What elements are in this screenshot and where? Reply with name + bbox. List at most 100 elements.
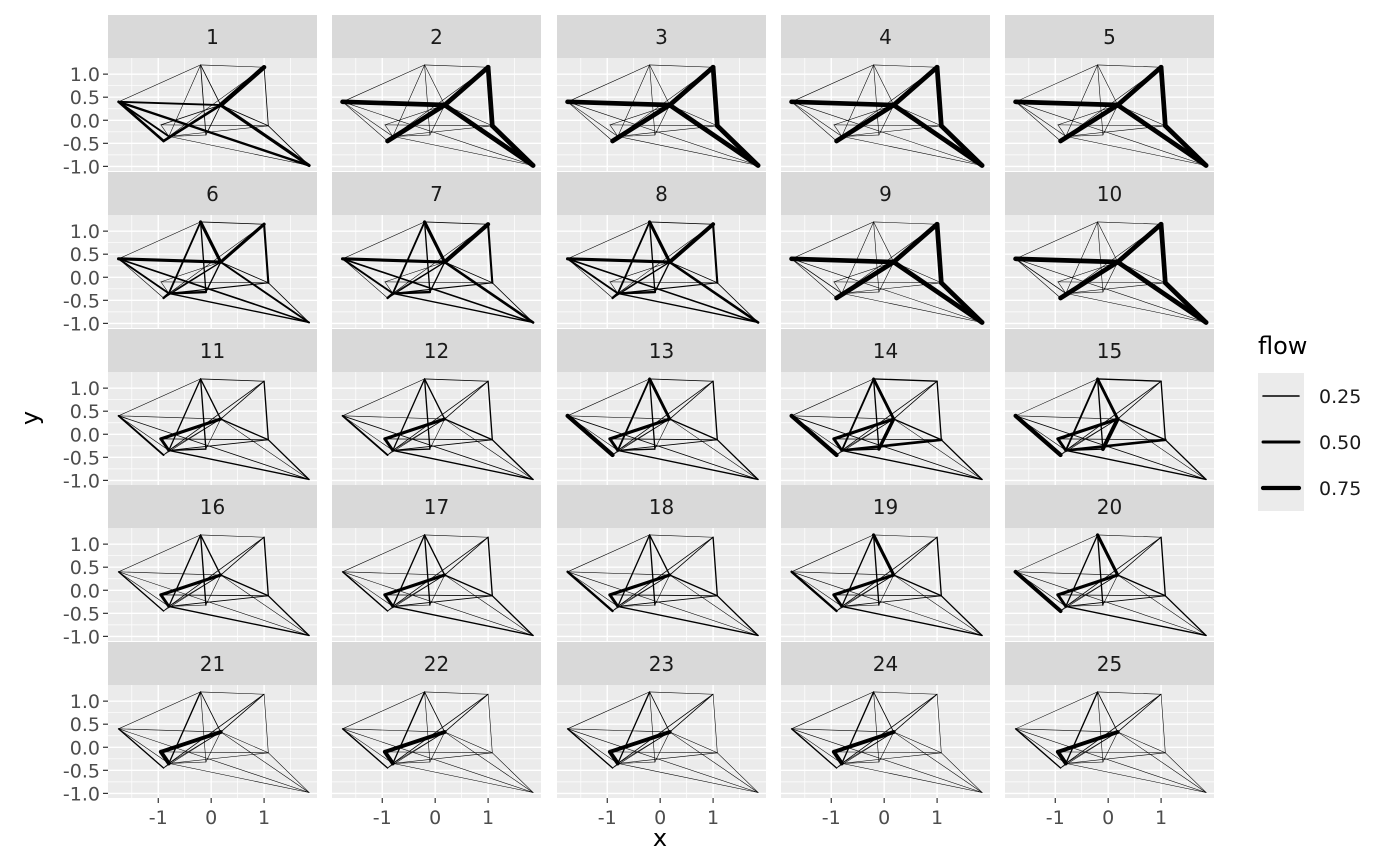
network-edge-G-J <box>1117 574 1207 636</box>
network-edge-D-F <box>392 378 426 452</box>
network-edge-D-E <box>841 291 880 294</box>
network-edge-F-G <box>200 691 222 733</box>
network-edge-D-G <box>1065 574 1118 607</box>
network-edge-A-D <box>117 100 170 138</box>
facet-panel-20: 20 <box>1005 485 1214 641</box>
network-edge-E-G <box>1102 731 1118 763</box>
network-edge-A-D <box>342 415 394 451</box>
network-edge-G-H <box>1115 221 1164 265</box>
panel-edges <box>1014 691 1207 793</box>
network-edge-C-D <box>832 593 844 608</box>
facet-strip-label: 13 <box>649 339 674 363</box>
network-edge-D-E <box>841 604 880 607</box>
network-edge-F-G <box>648 534 671 576</box>
facet-strip-label: 25 <box>1097 652 1122 676</box>
network-edge-A-J <box>791 728 983 793</box>
network-edge-C-G <box>833 104 894 126</box>
facet-strip <box>781 642 990 685</box>
network-edge-F-H <box>649 378 714 382</box>
x-tick-label: 0 <box>878 807 890 829</box>
network-edge-A-F <box>118 221 201 260</box>
network-edge-A-D <box>566 257 619 295</box>
network-edge-A-B <box>341 728 389 769</box>
network-edge-D-E <box>617 134 656 137</box>
panel-background <box>332 528 541 641</box>
network-edge-C-G <box>159 573 223 597</box>
network-edge-E-F <box>648 378 656 450</box>
network-edge-D-F <box>1065 691 1099 765</box>
network-edge-E-G <box>429 418 445 450</box>
facet-strip-label: 15 <box>1097 339 1122 363</box>
network-edge-E-G <box>1100 417 1120 451</box>
network-edge-E-G <box>877 417 896 451</box>
y-tick-label: 1.0 <box>70 378 100 400</box>
panel-background <box>332 372 541 485</box>
network-edge-G-H <box>219 222 266 264</box>
network-edge-A-F <box>342 378 425 417</box>
network-edge-A-F <box>342 221 425 260</box>
network-edge-G-J <box>442 102 536 168</box>
network-edge-D-G <box>1065 731 1118 764</box>
panel-edges <box>340 64 536 168</box>
network-edge-F-H <box>649 221 714 225</box>
network-edge-C-G <box>1055 730 1120 754</box>
network-edge-G-H <box>444 693 489 733</box>
network-edge-A-F <box>1015 221 1098 260</box>
network-edge-D-F <box>1064 377 1099 452</box>
network-edge-C-G <box>609 104 670 126</box>
facet-strip-label: 12 <box>424 339 449 363</box>
network-edge-D-G <box>617 574 670 607</box>
network-edge-H-I <box>487 693 493 754</box>
network-edge-B-D <box>612 136 619 142</box>
network-edge-D-F <box>616 220 651 295</box>
y-tick-label: 0.0 <box>70 110 100 132</box>
network-edge-F-H <box>200 64 265 68</box>
network-edge-F-G <box>423 534 446 576</box>
network-edge-C-D <box>1056 437 1068 452</box>
network-edge-D-F <box>616 377 651 452</box>
network-edge-G-I <box>1117 731 1166 754</box>
network-edge-D-G <box>392 261 445 294</box>
facet-strip <box>108 15 317 58</box>
network-edge-A-J <box>118 728 310 793</box>
network-edge-D-H <box>168 223 265 294</box>
network-edge-D-J <box>841 605 983 637</box>
panel-grid <box>108 372 317 485</box>
network-edge-D-J <box>1065 136 1207 166</box>
network-edge-D-E <box>617 761 656 764</box>
network-edge-C-D <box>383 593 395 608</box>
network-edge-A-B <box>791 101 837 142</box>
y-tick-label: 0.0 <box>70 580 100 602</box>
network-edge-G-H <box>220 380 265 420</box>
facet-strip-label: 17 <box>424 495 449 519</box>
network-edge-G-I <box>1117 574 1166 597</box>
network-edge-A-D <box>342 101 394 137</box>
network-edge-G-J <box>667 102 761 168</box>
network-edge-D-J <box>617 292 759 324</box>
network-edge-A-B <box>1013 413 1063 458</box>
facet-strip <box>332 485 541 528</box>
network-edge-E-G <box>429 261 446 293</box>
network-edge-C-G <box>832 417 896 441</box>
panel-grid <box>332 372 541 485</box>
network-edge-A-B <box>342 258 388 299</box>
network-edge-D-H <box>1065 693 1162 764</box>
network-edge-E-G <box>878 104 894 136</box>
network-edge-A-F <box>791 378 874 417</box>
y-tick-label: -0.5 <box>63 290 100 312</box>
network-edge-I-J <box>267 439 310 481</box>
facet-panel-12: 12 <box>332 329 541 485</box>
network-edge-G-I <box>669 261 718 284</box>
network-edge-D-J <box>168 763 310 793</box>
network-edge-E-F <box>424 691 431 763</box>
network-edge-A-F <box>567 534 650 573</box>
network-edge-D-F <box>167 220 202 295</box>
network-edge-C-D <box>832 437 844 452</box>
network-edge-A-F <box>1015 534 1098 573</box>
network-edge-F-G <box>1097 64 1118 106</box>
x-tick-label: -1 <box>149 807 168 829</box>
network-edge-F-H <box>424 64 489 68</box>
facet-panel-3: 3 <box>557 15 766 171</box>
network-edge-D-E <box>392 761 431 764</box>
facet-panel-1: 1 <box>108 15 317 171</box>
